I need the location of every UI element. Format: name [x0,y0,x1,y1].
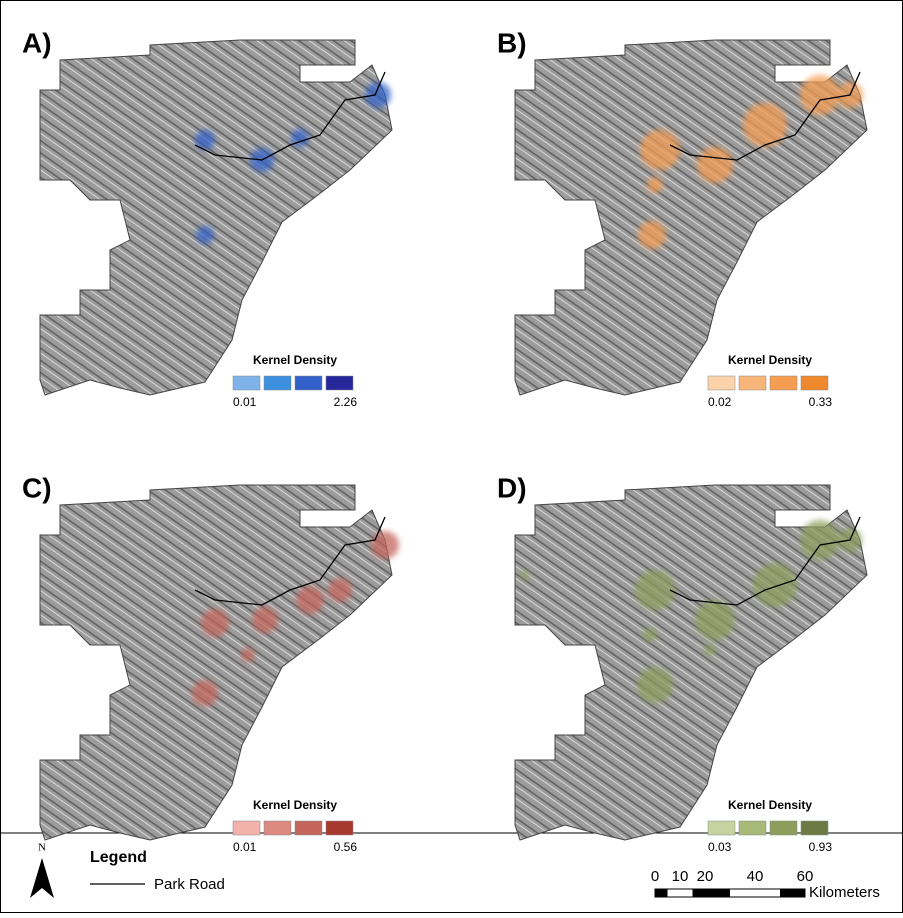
panel-label: C) [22,472,52,503]
density-blob [637,667,673,703]
scale-tick-label: 40 [747,868,764,885]
density-max-label: 0.56 [334,840,358,854]
density-blob [252,607,278,633]
density-blob [196,226,214,244]
density-swatch [770,376,797,390]
density-blob [647,177,663,193]
density-max-label: 2.26 [334,395,358,409]
density-blob [192,680,218,706]
density-blob [241,648,255,662]
scale-segment [655,889,668,897]
density-blob [296,586,324,614]
scale-unit: Kilometers [809,884,880,901]
density-swatch [233,821,260,835]
scale-segment [705,889,730,897]
density-blob [695,600,735,640]
density-blob [704,644,716,656]
density-blob [201,609,229,637]
density-legend-title: Kernel Density [253,353,337,367]
density-blob [371,531,399,559]
scale-tick-label: 10 [672,868,689,885]
scale-tick-label: 0 [651,868,659,885]
legend-title: Legend [90,849,147,866]
density-swatch [708,821,735,835]
density-swatch [739,376,766,390]
density-min-label: 0.03 [708,840,732,854]
scale-tick-label: 60 [797,868,814,885]
density-swatch [326,821,353,835]
density-blob [635,570,675,610]
density-legend-title: Kernel Density [253,798,337,812]
density-swatch [264,376,291,390]
density-max-label: 0.93 [809,840,833,854]
density-swatch [801,376,828,390]
scale-tick-label: 20 [697,868,714,885]
density-blob [365,82,391,108]
density-blob [800,75,840,115]
density-blob [520,570,530,580]
density-min-label: 0.01 [233,395,257,409]
density-swatch [264,821,291,835]
density-blob [638,221,666,249]
road-label: Park Road [154,876,225,893]
density-blob [328,578,352,602]
density-swatch [770,821,797,835]
scale-segment [780,889,805,897]
panel-label: A) [22,27,52,58]
density-swatch [326,376,353,390]
density-min-label: 0.01 [233,840,257,854]
density-max-label: 0.33 [809,395,833,409]
north-label: N [38,842,46,854]
density-blob [640,130,680,170]
density-legend-title: Kernel Density [728,353,812,367]
panel-label: D) [497,472,527,503]
density-blob [800,520,840,560]
density-swatch [708,376,735,390]
density-swatch [295,821,322,835]
density-legend-title: Kernel Density [728,798,812,812]
density-blob [643,628,657,642]
density-swatch [295,376,322,390]
density-blob [753,563,797,607]
density-swatch [233,376,260,390]
scale-segment [693,889,706,897]
density-min-label: 0.02 [708,395,732,409]
panel-label: B) [497,27,527,58]
density-swatch [739,821,766,835]
density-blob [697,147,733,183]
density-swatch [801,821,828,835]
figure: A) Kernel Density 0.01 2.26 B) Kernel Density… [0,0,903,913]
